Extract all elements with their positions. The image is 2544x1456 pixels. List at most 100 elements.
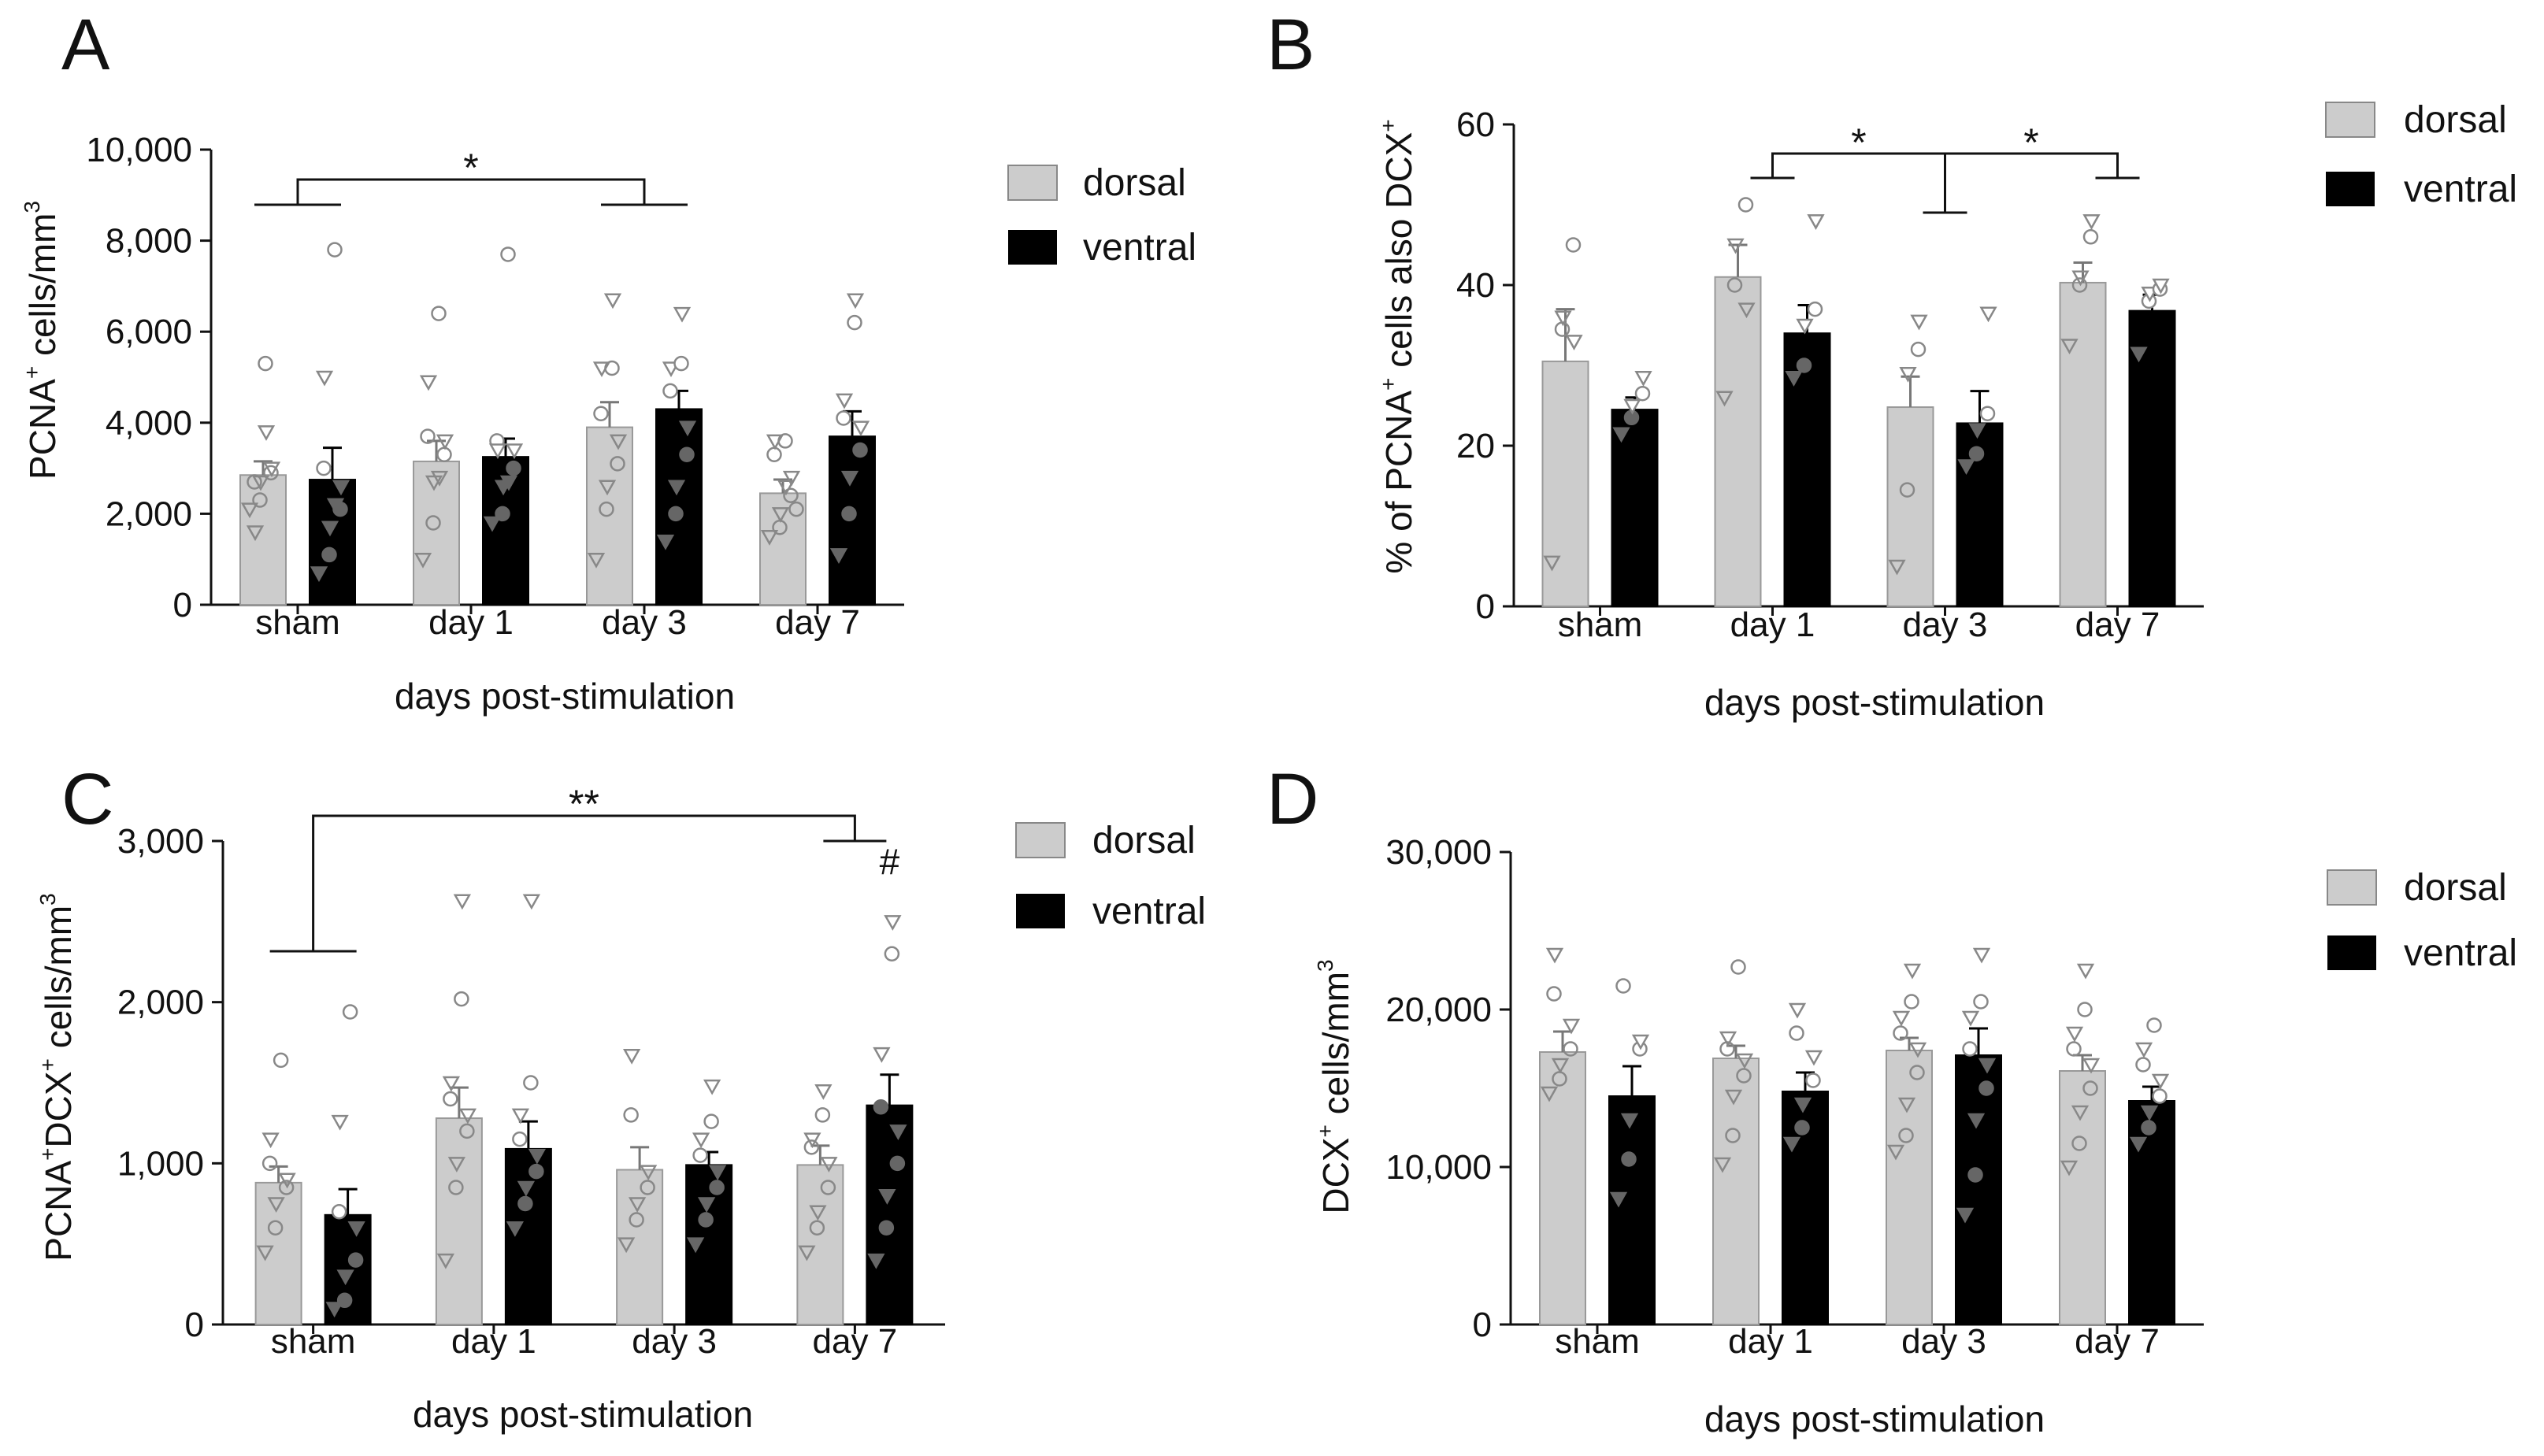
data-point-triangle [639,1165,658,1181]
y-tick-label: 40 [1456,266,1495,305]
data-point-circle [1978,1080,1994,1096]
data-point-triangle [617,1237,636,1254]
data-point-triangle [310,566,328,583]
data-point-triangle [1719,1031,1737,1047]
data-point-circle [593,406,609,421]
data-point-circle [528,1163,544,1180]
x-tick-label: day 7 [2075,1322,2160,1361]
bar-ventral-sham [1608,1095,1656,1325]
data-point-triangle [2060,339,2079,355]
panel-a-y-axis-title: PCNA+ cells/mm3 [20,201,63,480]
x-tick-label: day 3 [632,1322,717,1361]
legend-label-ventral: ventral [1092,891,1206,932]
data-point-circle [803,1139,820,1155]
data-point-circle [673,355,689,372]
data-point-circle [1546,986,1562,1002]
data-point-circle [1730,959,1746,975]
data-point-circle [252,492,268,508]
legend-label-ventral: ventral [1083,227,1196,269]
data-point-circle [1621,1151,1637,1167]
data-point-triangle [2134,1042,2153,1058]
data-point-triangle [246,525,265,542]
x-tick-label: day 1 [428,603,514,642]
data-point-circle [1962,1041,1978,1057]
data-point-circle [623,1107,639,1123]
bar-ventral-day-7 [2128,309,2176,607]
data-point-triangle [347,1221,365,1237]
data-point-triangle [2071,1105,2090,1121]
data-point-triangle [798,1245,816,1261]
data-point-triangle [506,1221,525,1237]
data-point-triangle [1804,1050,1823,1066]
data-point-triangle [678,420,697,437]
data-point-triangle [1543,555,1561,572]
data-point-triangle [1957,459,1975,476]
data-point-triangle [840,470,859,487]
data-point-circle [2077,1002,2093,1017]
y-tick-label: 60 [1456,106,1495,144]
panel-letter-d: D [1266,759,1318,839]
data-point-triangle [1540,1086,1559,1102]
significance-bracket [269,814,887,953]
x-tick-label: day 1 [1728,1322,1813,1361]
data-point-triangle [325,1302,343,1318]
data-point-circle [2066,1041,2082,1057]
bar-dorsal-sham [1541,360,1589,607]
panel-letter-b: B [1266,5,1315,85]
data-point-circle [425,515,441,531]
data-point-circle [788,501,804,517]
y-tick-label: 10,000 [86,131,192,169]
data-point-triangle [703,1079,721,1095]
data-point-circle [873,1098,889,1115]
data-point-circle [692,1147,708,1163]
data-point-circle [1737,197,1754,213]
data-point-triangle [436,434,454,450]
data-point-triangle [820,1157,838,1173]
x-tick-label: day 1 [1730,606,1815,644]
data-point-triangle [321,521,339,537]
data-point-triangle [2082,214,2101,230]
y-tick-label: 20 [1456,427,1495,465]
data-point-triangle [846,293,865,309]
data-point-triangle [251,475,270,491]
data-point-triangle [1793,1097,1812,1113]
bar-dorsal-day-3 [1886,1050,1933,1325]
x-tick-label: day 7 [2075,606,2160,644]
bar-dorsal-day-7 [759,492,807,606]
legend-label-dorsal: dorsal [1083,162,1186,204]
y-tick-label: 0 [173,586,192,624]
data-point-circle [820,1180,836,1195]
data-point-triangle [884,915,902,931]
data-point-circle [2082,1080,2098,1096]
data-point-circle [1909,1065,1925,1080]
data-point-circle [884,946,900,962]
data-point-triangle [1908,1042,1927,1058]
data-point-circle [703,1113,719,1129]
data-point-triangle [1554,310,1572,327]
data-point-triangle [528,1148,547,1165]
data-point-triangle [656,534,675,550]
bar-dorsal-day-1 [1712,1058,1760,1325]
data-point-circle [640,1180,655,1195]
panel-letter-a: A [61,5,110,85]
data-point-triangle [692,1132,710,1149]
data-point-triangle [1897,1097,1916,1113]
data-point-circle [599,501,614,517]
data-point-circle [1904,994,1919,1010]
data-point-circle [261,1155,278,1172]
data-point-triangle [256,1245,274,1261]
data-point-circle [604,360,620,376]
data-point-triangle [1979,306,1997,323]
data-point-circle [495,506,510,522]
data-point-triangle [829,548,848,564]
data-point-triangle [2065,1026,2084,1043]
data-point-triangle [1634,371,1652,387]
data-point-triangle [2151,1073,2170,1090]
data-point-circle [431,306,447,321]
data-point-circle [321,546,337,563]
data-point-triangle [1735,1053,1754,1069]
data-point-triangle [878,1189,896,1205]
data-point-circle [1563,1041,1578,1057]
data-point-triangle [2076,963,2095,980]
data-point-triangle [809,1205,827,1221]
